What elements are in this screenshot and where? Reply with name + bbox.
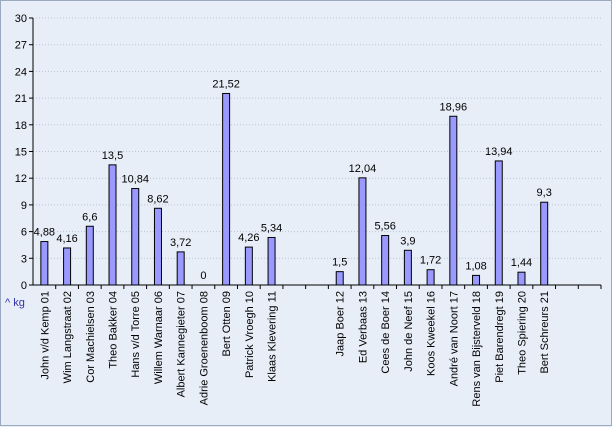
- bar: [472, 274, 481, 286]
- data-label: 3,72: [170, 237, 191, 249]
- y-tick-label: 3: [21, 253, 27, 265]
- bar: [517, 271, 526, 286]
- data-label: 1,72: [420, 255, 441, 267]
- bar: [131, 188, 140, 286]
- data-label: 4,16: [56, 233, 77, 245]
- bar: [426, 269, 435, 286]
- x-category-label: Hans v/d Torre 05: [130, 291, 142, 378]
- x-category-label: John de Neef 15: [403, 291, 415, 372]
- y-tick-label: 18: [15, 120, 27, 132]
- data-label: 3,9: [400, 235, 415, 247]
- data-label: 1,08: [465, 260, 486, 272]
- x-category-label: Ed Verbaas 13: [357, 291, 369, 363]
- data-label: 5,56: [374, 221, 395, 233]
- x-category-label: Albert Kannegieter 07: [176, 291, 188, 397]
- x-category-label: Bert Otten 09: [221, 291, 233, 356]
- data-label: 10,84: [121, 174, 149, 186]
- x-category-label: Patrick Vroegh 10: [244, 291, 256, 378]
- x-category-label: Cor Machielsen 03: [85, 291, 97, 383]
- data-label: 12,04: [349, 163, 377, 175]
- data-label: 18,96: [440, 101, 468, 113]
- x-category-label: André van Noort 17: [448, 291, 460, 386]
- bar: [403, 249, 412, 286]
- y-axis-label: ^ kg: [5, 297, 25, 309]
- bar: [176, 251, 185, 286]
- y-tick-label: 12: [15, 173, 27, 185]
- bar: [85, 225, 94, 286]
- y-tick-label: 30: [15, 13, 27, 25]
- data-label: 6,6: [82, 211, 97, 223]
- bar: [381, 235, 390, 286]
- data-label: 5,34: [261, 222, 282, 234]
- x-category-label: Theo Bakker 04: [108, 291, 120, 369]
- bar: [63, 247, 72, 286]
- y-tick-label: 15: [15, 147, 27, 159]
- x-category-label: Koos Kweekel 16: [426, 291, 438, 376]
- y-tick-label: 27: [15, 40, 27, 52]
- y-tick-label: 6: [21, 227, 27, 239]
- bar: [335, 271, 344, 286]
- bar: [222, 92, 231, 286]
- x-category-label: Wim Langstraat 02: [62, 291, 74, 383]
- data-label: 1,44: [511, 257, 532, 269]
- bar: [267, 236, 276, 286]
- bar: [449, 115, 458, 286]
- bar: [108, 164, 117, 286]
- x-category-label: Willem Warnaar 06: [153, 291, 165, 384]
- data-label: 4,26: [238, 232, 259, 244]
- data-label: 4,88: [34, 227, 55, 239]
- x-category-label: Cees de Boer 14: [380, 291, 392, 374]
- x-category-label: Piet Barendregt 19: [494, 291, 506, 383]
- data-label: 0: [200, 270, 206, 282]
- data-label: 1,5: [332, 257, 347, 269]
- y-tick-label: 24: [15, 66, 27, 78]
- y-tick-label: 21: [15, 93, 27, 105]
- x-category-label: Theo Spiering 20: [516, 291, 528, 375]
- x-category-label: Klaas Klevering 11: [267, 291, 279, 382]
- bar: [153, 207, 162, 286]
- x-category-label: Jaap Boer 12: [335, 291, 347, 356]
- y-tick-label: 9: [21, 200, 27, 212]
- bar: [494, 160, 503, 286]
- bar: [540, 201, 549, 286]
- y-tick-label: 0: [21, 280, 27, 292]
- x-category-label: Adrie Groenenboom 08: [198, 291, 210, 405]
- x-category-label: Rens van Bijsterveld 18: [471, 291, 483, 407]
- x-category-label: John v/d Kemp 01: [39, 291, 51, 380]
- data-label: 21,52: [212, 78, 240, 90]
- data-label: 8,62: [147, 193, 168, 205]
- bar: [40, 241, 49, 286]
- data-label: 13,5: [102, 150, 123, 162]
- bar: [244, 246, 253, 286]
- data-label: 13,94: [485, 146, 513, 158]
- bar: [358, 177, 367, 286]
- plot-background: [33, 18, 601, 285]
- x-category-label: Bert Schreurs 21: [539, 291, 551, 374]
- data-label: 9,3: [537, 187, 552, 199]
